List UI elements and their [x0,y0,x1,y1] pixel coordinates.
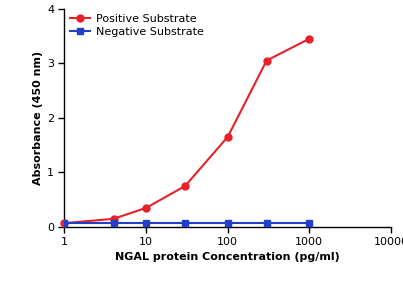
Positive Substrate [143,206,148,210]
Y-axis label: Absorbance (450 nm): Absorbance (450 nm) [33,51,43,185]
Negative Substrate [111,221,116,224]
Negative Substrate [264,221,269,224]
Legend: Positive Substrate, Negative Substrate: Positive Substrate, Negative Substrate [68,12,206,40]
Positive Substrate [62,221,67,225]
Line: Negative Substrate: Negative Substrate [61,219,313,226]
Negative Substrate [143,221,148,224]
Negative Substrate [62,221,67,224]
Positive Substrate [111,217,116,221]
Negative Substrate [225,221,230,224]
X-axis label: NGAL protein Concentration (pg/ml): NGAL protein Concentration (pg/ml) [115,251,340,262]
Negative Substrate [183,221,187,224]
Positive Substrate [225,135,230,139]
Positive Substrate [264,59,269,62]
Positive Substrate [307,37,312,40]
Negative Substrate [307,221,312,224]
Line: Positive Substrate: Positive Substrate [61,35,313,227]
Positive Substrate [183,184,187,188]
